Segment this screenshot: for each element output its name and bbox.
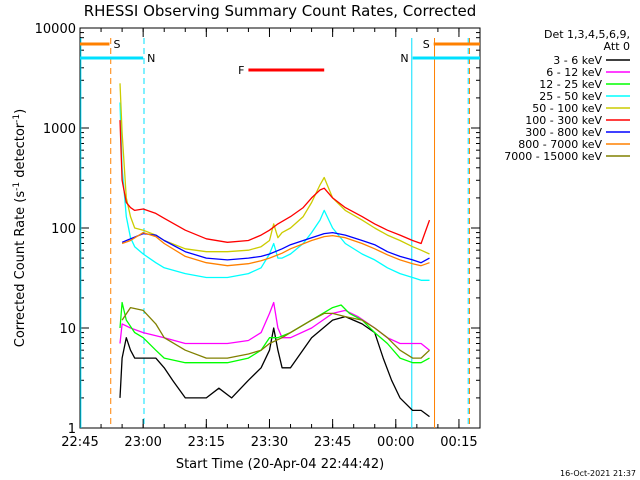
x-tick-label: 23:00 bbox=[124, 435, 161, 450]
y-axis-label-middle: detector bbox=[13, 122, 28, 182]
y-tick-label: 1000 bbox=[43, 122, 76, 137]
legend-header: Det 1,3,4,5,6,9, bbox=[544, 28, 630, 41]
flag-label: S bbox=[423, 38, 430, 51]
y-axis-label: Corrected Count Rate (s-1 detector-1) bbox=[12, 109, 28, 347]
y-axis-label-end: ) bbox=[13, 109, 28, 114]
legend-item-label: 50 - 100 keV bbox=[532, 102, 602, 115]
series-line bbox=[121, 306, 430, 359]
x-tick-label: 23:45 bbox=[314, 435, 351, 450]
y-axis-label-exponent-2: -1 bbox=[12, 114, 22, 123]
series-line bbox=[119, 102, 430, 281]
x-tick-label: 00:00 bbox=[377, 435, 414, 450]
y-tick-label: 10000 bbox=[35, 22, 76, 37]
series-line bbox=[119, 315, 430, 418]
series-line bbox=[121, 231, 430, 264]
legend-item-label: 100 - 300 keV bbox=[525, 114, 602, 127]
y-axis-label-main: Corrected Count Rate (s bbox=[13, 191, 28, 348]
x-tick-label: 22:45 bbox=[61, 435, 98, 450]
chart-title: RHESSI Observing Summary Count Rates, Co… bbox=[84, 2, 477, 20]
x-tick-label: 00:15 bbox=[440, 435, 477, 450]
legend-item-label: 12 - 25 keV bbox=[539, 78, 602, 91]
flag-label: S bbox=[113, 38, 120, 51]
flag-label: N bbox=[400, 52, 408, 65]
y-tick-label: 1 bbox=[68, 422, 76, 437]
legend-item-label: 25 - 50 keV bbox=[539, 90, 602, 103]
legend-item-label: 7000 - 15000 keV bbox=[504, 150, 602, 163]
series-line bbox=[119, 120, 431, 245]
flag-label: F bbox=[238, 64, 244, 77]
x-tick-label: 23:15 bbox=[188, 435, 225, 450]
flag-label: N bbox=[147, 52, 155, 65]
series-line bbox=[119, 83, 430, 255]
legend-item-label: 3 - 6 keV bbox=[553, 54, 602, 67]
series-line bbox=[119, 301, 430, 364]
footer-date: 16-Oct-2021 21:37 bbox=[560, 469, 636, 478]
legend-item-label: 300 - 800 keV bbox=[525, 126, 602, 139]
y-tick-label: 10 bbox=[59, 322, 76, 337]
legend-item-label: 800 - 7000 keV bbox=[518, 138, 602, 151]
x-tick-label: 23:30 bbox=[251, 435, 288, 450]
y-tick-label: 100 bbox=[51, 222, 76, 237]
legend-header: Att 0 bbox=[604, 40, 630, 53]
series-line bbox=[121, 231, 430, 267]
legend-item-label: 6 - 12 keV bbox=[546, 66, 602, 79]
plot-area: 1 10 100 1000 10000 22:45 23:00 23:15 23:30 23:45… bbox=[35, 22, 481, 450]
x-axis-label: Start Time (20-Apr-04 22:44:42) bbox=[176, 457, 384, 472]
y-axis-label-exponent-1: -1 bbox=[12, 182, 22, 191]
